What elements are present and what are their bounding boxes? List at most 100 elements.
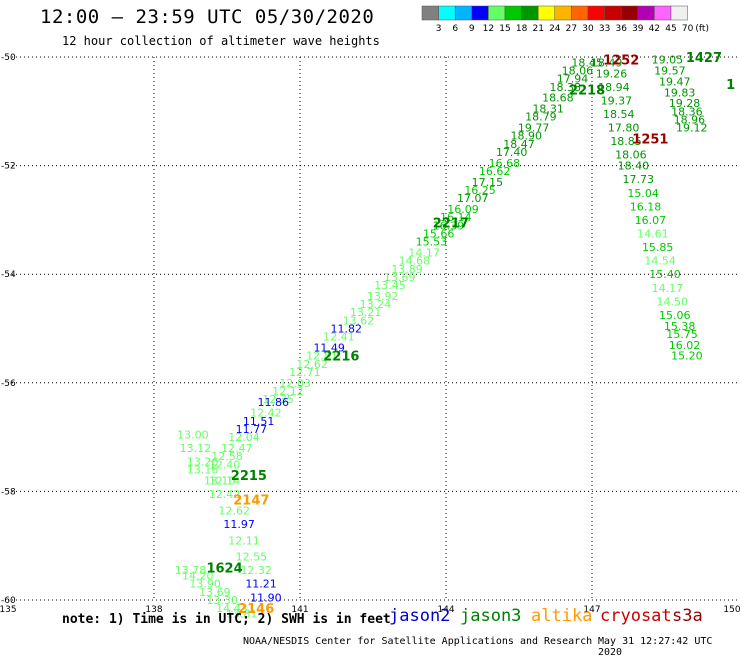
track-time-label: 2216 bbox=[323, 350, 359, 365]
wave-height-value: 17.15 bbox=[472, 176, 504, 189]
wave-height-value: 18.40 bbox=[618, 160, 650, 173]
wave-height-value: 11.51 bbox=[243, 415, 275, 428]
legend-swatch bbox=[471, 5, 489, 21]
wave-height-value: 17.07 bbox=[457, 192, 489, 205]
wave-height-value: 14.68 bbox=[399, 255, 431, 268]
wave-height-value: 18.38 bbox=[549, 81, 581, 94]
wave-height-value: 18.06 bbox=[562, 65, 594, 78]
wave-height-value: 13.10 bbox=[204, 475, 236, 488]
wave-height-value: 16.02 bbox=[669, 339, 701, 352]
wave-height-value: 11.86 bbox=[257, 396, 289, 409]
wave-height-value: 12.12 bbox=[272, 385, 304, 398]
legend-swatch bbox=[637, 5, 655, 21]
wave-height-value: 18.47 bbox=[503, 138, 535, 151]
x-tick-label: 135 bbox=[0, 605, 17, 615]
y-tick-label: -58 bbox=[1, 487, 16, 497]
wave-height-value: 16.18 bbox=[630, 200, 662, 213]
wave-height-value: 16.14 bbox=[440, 211, 472, 224]
wave-height-value: 15.04 bbox=[627, 187, 659, 200]
wave-height-value: 18.06 bbox=[615, 149, 647, 162]
legend-label: 15 bbox=[499, 24, 510, 34]
track-time-label: 1252 bbox=[603, 54, 639, 69]
wave-height-value: 12.40 bbox=[209, 458, 241, 471]
wave-height-value: 12.03 bbox=[279, 377, 311, 390]
wave-height-value: 19.83 bbox=[664, 86, 696, 99]
legend-swatch bbox=[554, 5, 572, 21]
wave-height-value: 12.32 bbox=[240, 564, 272, 577]
wave-height-value: 11.90 bbox=[250, 591, 282, 604]
generated-timestamp: May 31 12:27:42 UTC 2020 bbox=[598, 636, 713, 658]
wave-height-value: 17.94 bbox=[557, 73, 589, 86]
wave-height-value: 18.79 bbox=[525, 111, 557, 124]
track-time-label: 1251 bbox=[632, 132, 668, 147]
wave-height-value: 13.26 bbox=[187, 456, 219, 469]
wave-height-value: 11.21 bbox=[245, 578, 277, 591]
data-marks: 18.4518.0617.9418.3818.6818.3118.7919.77… bbox=[175, 51, 735, 621]
wave-height-value: 17.40 bbox=[496, 146, 528, 159]
wave-height-value: 15.66 bbox=[423, 227, 455, 240]
satellite-jason2: jason2 bbox=[389, 606, 451, 626]
wave-height-value: 13.45 bbox=[374, 279, 406, 292]
legend-swatch bbox=[454, 5, 473, 21]
wave-height-value: 13.90 bbox=[189, 578, 221, 591]
x-tick-label: 141 bbox=[291, 605, 308, 615]
x-tick-label: 144 bbox=[437, 605, 454, 615]
wave-height-value: 18.85 bbox=[610, 135, 642, 148]
wave-height-value: 13.24 bbox=[360, 298, 392, 311]
wave-height-value: 12.42 bbox=[209, 488, 241, 501]
wave-height-value: 16.39 bbox=[433, 219, 465, 232]
wave-height-value: 12.62 bbox=[296, 358, 328, 371]
legend-swatch bbox=[521, 5, 539, 21]
wave-height-value: 12.55 bbox=[236, 551, 268, 564]
wave-height-value: 17.73 bbox=[622, 173, 654, 186]
satellite-jason3: jason3 bbox=[460, 606, 522, 626]
footer-note: note: 1) Time is in UTC; 2) SWH is in fe… bbox=[62, 612, 391, 627]
wave-height-value: 15.20 bbox=[671, 350, 703, 363]
y-tick-label: -54 bbox=[1, 270, 16, 280]
wave-height-value: 11.97 bbox=[223, 518, 255, 531]
wave-height-value: 12.62 bbox=[219, 504, 251, 517]
legend-label: 45 bbox=[665, 24, 676, 34]
wave-height-value: 12.35 bbox=[262, 393, 294, 406]
legend-label: 33 bbox=[599, 24, 610, 34]
satellite-s3a: s3a bbox=[672, 606, 703, 626]
track-time-label: 2217 bbox=[433, 217, 469, 232]
wave-height-value: 13.16 bbox=[187, 464, 219, 477]
wave-height-value: 14.50 bbox=[657, 295, 689, 308]
wave-height-value: 11.82 bbox=[330, 323, 362, 336]
legend-label: 70 bbox=[682, 24, 694, 34]
wave-height-value: 18.94 bbox=[598, 81, 630, 94]
track-time-label: 2146 bbox=[238, 602, 274, 617]
wave-height-value: 12.42 bbox=[250, 407, 282, 420]
wave-height-value: 15.53 bbox=[416, 236, 448, 249]
wave-height-value: 19.26 bbox=[596, 67, 628, 80]
wave-height-value: 12.04 bbox=[228, 431, 260, 444]
satellite-altika: altika bbox=[531, 606, 593, 626]
track-time-label: 1427 bbox=[686, 51, 722, 66]
legend-label: 12 bbox=[483, 24, 494, 34]
wave-height-value: 13.81 bbox=[226, 608, 258, 621]
legend-label: 36 bbox=[615, 24, 627, 34]
wave-height-value: 14.61 bbox=[637, 227, 669, 240]
legend-label: 42 bbox=[649, 24, 660, 34]
legend-swatch bbox=[587, 5, 605, 21]
track-time-label: 2147 bbox=[233, 494, 269, 509]
wave-height-value: 18.45 bbox=[571, 56, 603, 69]
wave-height-value: 12.14 bbox=[209, 475, 241, 488]
wave-height-value: 12.81 bbox=[306, 350, 338, 363]
satellite-cryosat: cryosat bbox=[600, 606, 672, 626]
wave-height-value: 19.77 bbox=[518, 122, 550, 135]
legend-label: (ft) bbox=[695, 24, 709, 34]
track-time-label: 1624 bbox=[206, 561, 242, 576]
y-tick-label: -60 bbox=[1, 596, 16, 606]
track-time-label: 2218 bbox=[569, 84, 605, 99]
legend-swatch bbox=[488, 5, 506, 21]
axis-ticks: 135 138 141 144 147 150 -50 -52 -54 -56 -58 -60 bbox=[0, 53, 740, 615]
wave-height-value: 12.11 bbox=[228, 534, 260, 547]
wave-height-value: 19.12 bbox=[676, 122, 708, 135]
wave-height-value: 13.92 bbox=[367, 290, 399, 303]
chart-title: 12:00 – 23:59 UTC 05/30/2020 bbox=[40, 6, 375, 28]
wave-height-value: 13.69 bbox=[199, 586, 231, 599]
x-tick-label: 138 bbox=[145, 605, 162, 615]
